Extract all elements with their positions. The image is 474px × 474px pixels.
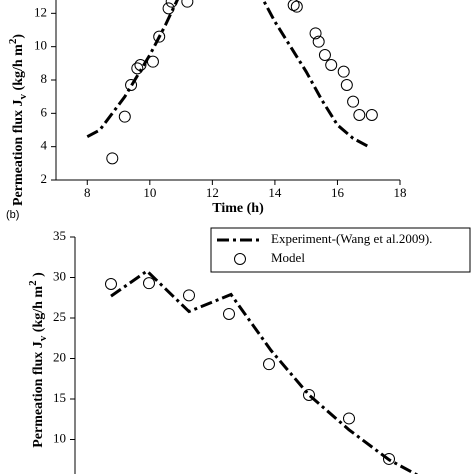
y-label-part: (kg/h m — [11, 44, 26, 94]
y-label-part: v — [17, 93, 29, 99]
data-point — [343, 412, 355, 425]
y-tick-label: 10 — [34, 38, 47, 53]
data-point — [290, 0, 303, 13]
y-label-part: 2 — [27, 280, 39, 286]
legend-label: Experiment-(Wang et al.2009). — [271, 231, 432, 246]
y-tick-label: 4 — [41, 138, 48, 153]
y-tick-label: 35 — [53, 228, 66, 243]
x-tick-label: 18 — [394, 185, 407, 200]
y-tick-label: 8 — [41, 71, 48, 86]
y-axis-label: Permeation flux Jv (kg/h m2 ) — [27, 272, 49, 448]
data-point — [337, 65, 350, 78]
data-point — [134, 59, 147, 71]
data-point — [105, 277, 117, 290]
y-tick-label: 30 — [53, 268, 66, 283]
plot-area — [86, 0, 378, 165]
y-tick-label: 15 — [53, 390, 66, 405]
data-point — [318, 49, 331, 61]
data-point — [165, 0, 178, 8]
x-tick-label: 8 — [84, 185, 91, 200]
plot-area — [105, 269, 419, 474]
data-point — [118, 110, 131, 123]
data-point — [131, 62, 144, 75]
data-point — [146, 55, 159, 68]
data-point — [181, 0, 194, 8]
data-point — [340, 79, 353, 91]
data-point — [263, 358, 275, 371]
x-axis-label: Time (h) — [212, 201, 264, 216]
series-line — [86, 0, 370, 148]
y-tick-label: 2 — [41, 171, 48, 186]
data-point — [347, 95, 360, 108]
data-point — [143, 277, 155, 290]
data-point — [303, 388, 315, 401]
y-tick-label: 12 — [34, 4, 47, 19]
panel-label: (b) — [6, 209, 19, 221]
data-point — [223, 307, 235, 320]
legend-box — [210, 227, 471, 273]
y-label-part: v — [37, 335, 49, 341]
x-tick-label: 14 — [268, 185, 282, 200]
y-label-part: Permeation flux J — [31, 341, 46, 448]
data-point — [325, 59, 338, 71]
data-point — [312, 35, 325, 48]
x-tick-label: 10 — [143, 185, 156, 200]
data-point — [125, 79, 138, 91]
y-label-part: ) — [11, 34, 26, 39]
data-point — [365, 109, 378, 121]
legend-symbol — [234, 253, 246, 265]
data-point — [162, 2, 175, 15]
data-point — [106, 152, 119, 165]
y-label-part: 2 — [7, 38, 19, 44]
y-tick-label: 25 — [53, 309, 66, 324]
y-tick-label: 6 — [41, 104, 48, 119]
y-label-part: ) — [31, 272, 46, 281]
data-point — [183, 289, 195, 302]
y-axis-label: Permeation flux Jv (kg/h m2) — [7, 34, 29, 206]
y-tick-label: 10 — [53, 430, 66, 445]
data-point — [353, 109, 366, 121]
series-line — [110, 269, 419, 474]
legend-label: Model — [271, 250, 305, 265]
data-point — [287, 0, 300, 11]
x-tick-label: 16 — [331, 185, 345, 200]
y-tick-label: 20 — [53, 349, 66, 364]
y-label-part: (kg/h m — [31, 286, 46, 336]
x-tick-label: 12 — [206, 185, 219, 200]
y-label-part: Permeation flux J — [11, 99, 26, 206]
data-point — [383, 452, 395, 465]
data-point — [309, 27, 322, 40]
data-point — [153, 30, 166, 43]
